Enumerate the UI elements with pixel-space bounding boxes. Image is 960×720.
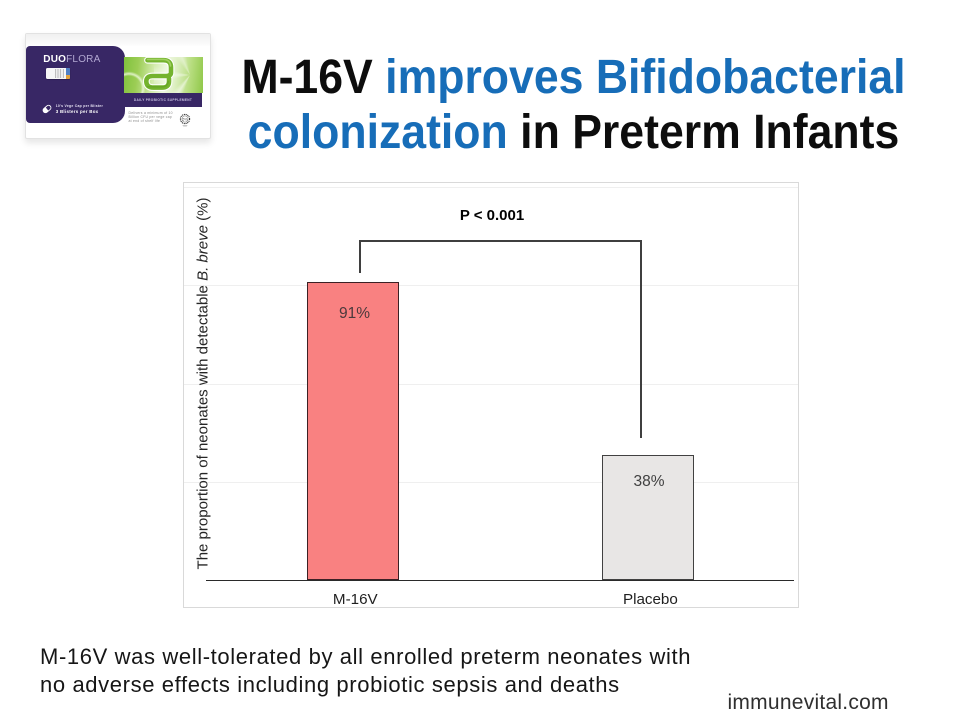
svg-text:5%: 5% [182,117,187,121]
